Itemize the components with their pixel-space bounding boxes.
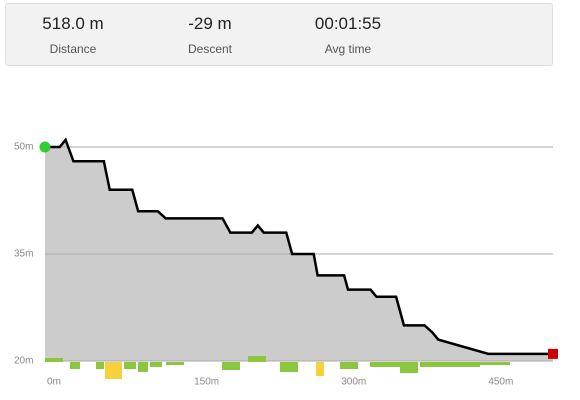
area: [45, 139, 553, 361]
grade-bar: [166, 362, 184, 365]
grade-bar: [105, 362, 122, 379]
line: [45, 137, 553, 356]
y-tick-label: 35m: [14, 249, 33, 260]
stat: 00:01:55 Avg time: [278, 14, 418, 56]
stat-value: -29 m: [188, 14, 232, 33]
grade-bar: [316, 362, 324, 376]
grade-bar: [150, 362, 162, 367]
end-marker: [548, 348, 558, 359]
grade-bar: [70, 362, 80, 369]
stat-value: 518.0 m: [42, 14, 104, 33]
grade-bar: [124, 362, 136, 369]
stat-value: 00:01:55: [314, 14, 382, 33]
stat: -29 m Descent: [140, 14, 280, 56]
grade-bar: [96, 362, 104, 369]
grade-bar: [45, 358, 63, 362]
stat-label: Descent: [187, 42, 233, 56]
stats-panel: 518.0 m Distance -29 m Descent 00:01:55 Avg…: [5, 3, 553, 66]
grade-bar: [400, 362, 418, 373]
axes: 20m 35m 50m 0m 150m 300m 450m: [14, 139, 553, 388]
x-tick-label: 450m: [488, 377, 513, 388]
x-tick-label: 300m: [341, 377, 366, 388]
grade-bar: [370, 362, 400, 367]
grade-bar: [340, 362, 358, 369]
grade-bar: [222, 362, 240, 370]
stat: 518.0 m Distance: [3, 14, 143, 56]
grade-bar: [280, 362, 298, 372]
x-tick-label: 0m: [47, 377, 61, 388]
x-tick-label: 150m: [194, 377, 219, 388]
stat-label: Distance: [49, 42, 97, 56]
y-tick-label: 50m: [14, 142, 33, 153]
grade-bar: [480, 362, 510, 365]
grade-bar: [420, 362, 480, 367]
y-tick-label: 20m: [14, 356, 33, 367]
grade-bars: [45, 356, 510, 379]
stat-label: Avg time: [324, 42, 372, 56]
start-marker: [39, 141, 51, 153]
grade-bar: [138, 362, 148, 372]
grade-bar: [248, 356, 266, 362]
